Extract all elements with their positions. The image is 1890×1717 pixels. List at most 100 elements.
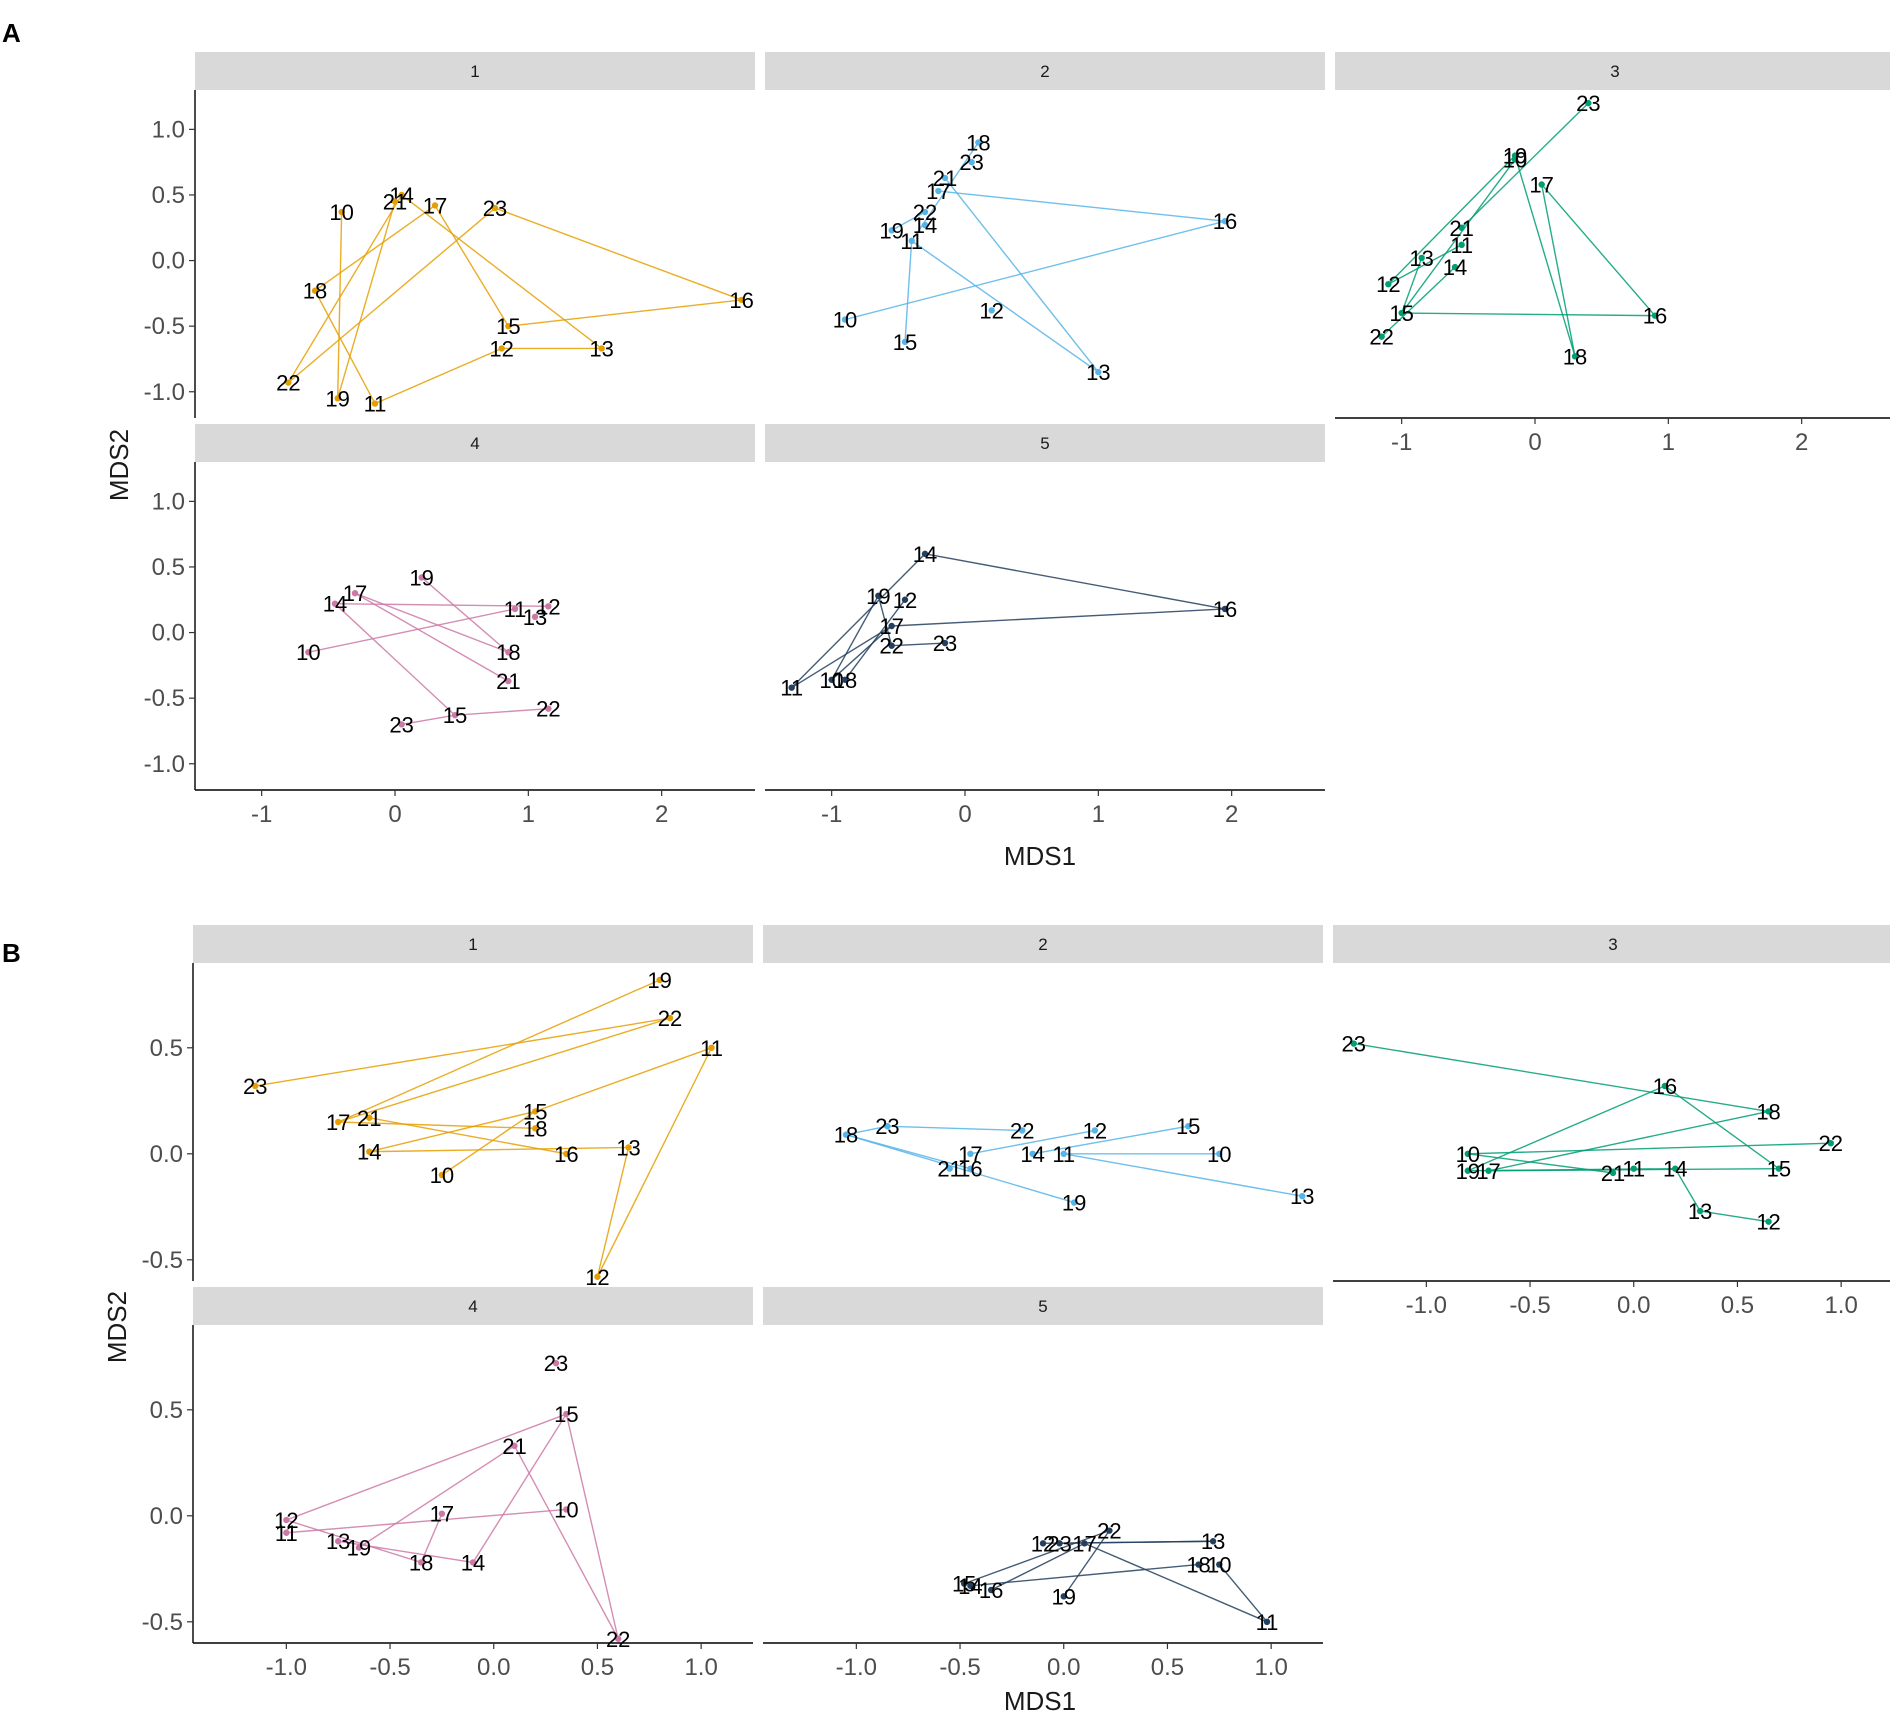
x-tick-label: 1.0 (1824, 1292, 1857, 1319)
connector-line (369, 1117, 567, 1155)
point-label: 16 (554, 1142, 578, 1167)
point-label: 23 (933, 631, 957, 656)
connector-line (338, 1121, 536, 1130)
data-point (1216, 1561, 1223, 1568)
point-label: 17 (958, 1142, 982, 1167)
connector-line (513, 1445, 619, 1640)
data-point (1765, 1108, 1772, 1115)
data-point (305, 649, 312, 656)
point-label: 14 (1663, 1157, 1687, 1182)
point-label: 19 (1062, 1191, 1086, 1216)
facet-strip (193, 925, 753, 963)
point-label: 18 (1756, 1099, 1780, 1124)
data-point (1106, 1527, 1113, 1534)
data-point (498, 345, 505, 352)
data-point (1696, 1207, 1704, 1215)
data-point (738, 296, 745, 304)
data-point (469, 1559, 477, 1566)
x-tick-label: 0.5 (1151, 1654, 1184, 1681)
point-label: 21 (383, 190, 407, 215)
y-axis-title: MDS2 (104, 429, 134, 501)
point-label: 13 (616, 1135, 640, 1160)
y-tick-label: 0.5 (152, 182, 185, 209)
data-point (901, 338, 909, 346)
connector-line (334, 603, 456, 716)
data-point (252, 1082, 259, 1090)
point-label: 11 (504, 597, 527, 622)
connector-line (891, 642, 946, 647)
point-label: 18 (833, 668, 857, 693)
data-point (351, 590, 359, 597)
x-tick-label: 0 (958, 801, 971, 828)
connector-line (508, 299, 742, 327)
data-point (1184, 1123, 1192, 1130)
point-label: 21 (1449, 216, 1473, 241)
facet-strip (195, 424, 755, 462)
connector-line (1461, 102, 1589, 229)
x-tick-label: 1 (522, 801, 535, 828)
point-label: 23 (1576, 91, 1600, 116)
facet-strip-label: 5 (1038, 1297, 1047, 1316)
data-point (1350, 1040, 1357, 1047)
data-point (888, 622, 895, 630)
point-label: 13 (1201, 1529, 1225, 1554)
data-point (418, 574, 425, 581)
facet-strip (765, 424, 1325, 462)
connector-line (336, 201, 396, 399)
data-point (1221, 218, 1229, 225)
point-label: 13 (523, 605, 547, 630)
x-tick-label: -1 (821, 801, 842, 828)
point-label: 19 (1051, 1584, 1075, 1609)
x-tick-label: 2 (655, 801, 668, 828)
point-label: 22 (606, 1627, 630, 1652)
y-tick-label: 1.0 (152, 116, 185, 143)
data-point (888, 227, 895, 234)
data-point (988, 307, 995, 314)
connector-line (990, 1542, 1085, 1591)
y-tick-label: 1.0 (152, 488, 185, 515)
connector-line (454, 707, 549, 716)
data-point (1095, 368, 1102, 376)
data-point (283, 1516, 290, 1524)
connector-line (887, 1125, 1023, 1132)
point-label: 15 (893, 330, 917, 355)
data-point (921, 221, 929, 229)
data-point (967, 1582, 974, 1589)
point-label: 18 (409, 1550, 433, 1575)
data-point (841, 316, 849, 323)
facet-strip (763, 1287, 1323, 1325)
connector-line (314, 290, 376, 404)
point-label: 16 (1653, 1074, 1677, 1099)
data-point (935, 187, 942, 195)
connector-line (374, 347, 502, 405)
point-label: 17 (1529, 172, 1553, 197)
data-point (371, 400, 379, 407)
connector-line (369, 1110, 536, 1153)
connector-line (1467, 1142, 1831, 1155)
data-point (960, 1580, 968, 1587)
y-tick-label: -0.5 (144, 313, 185, 340)
data-point (1263, 1618, 1271, 1626)
data-point (901, 596, 909, 603)
connector-line (1488, 1110, 1769, 1172)
data-point (614, 1635, 622, 1642)
connector-line (287, 194, 403, 383)
point-label: 14 (323, 592, 347, 617)
connector-line (334, 602, 549, 608)
y-tick-label: 0.0 (150, 1503, 183, 1530)
facet-strip (195, 52, 755, 90)
connector-line (354, 592, 509, 653)
data-point (1511, 156, 1519, 163)
connector-line (596, 1047, 713, 1278)
point-label: 19 (647, 968, 671, 993)
connector-line (1063, 1153, 1303, 1197)
connector-line (420, 1513, 443, 1563)
point-label: 16 (729, 288, 753, 313)
point-label: 13 (1688, 1199, 1712, 1224)
data-point (1039, 1540, 1047, 1547)
connector-line (1218, 1564, 1268, 1623)
